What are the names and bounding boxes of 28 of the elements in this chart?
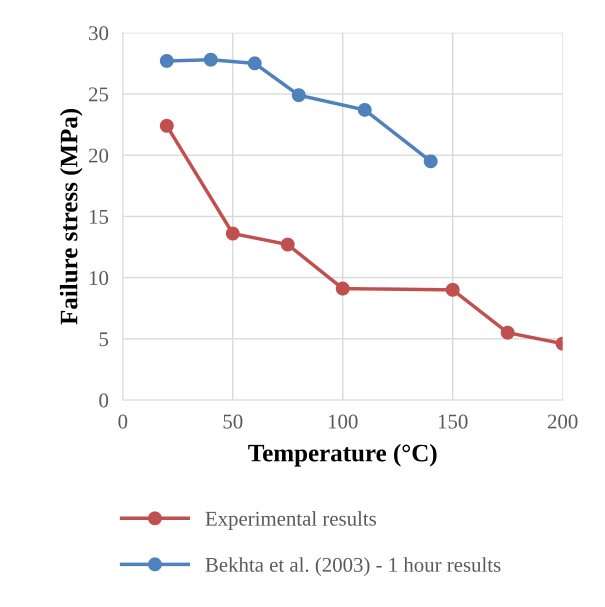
point [226, 226, 240, 240]
x-axis-title: Temperature (°C) [248, 444, 437, 467]
point [500, 326, 515, 340]
point [204, 52, 218, 67]
y-axis-title: Failure stress (MPa) [60, 108, 83, 325]
x-tick-label: 0 [118, 414, 128, 429]
legend-label: Experimental results [206, 511, 376, 530]
point [446, 282, 460, 297]
point [160, 118, 174, 133]
y-tick-label: 0 [99, 393, 108, 408]
point [336, 282, 350, 296]
x-tick-label: 50 [224, 414, 242, 429]
y-tick-label: 25 [89, 87, 108, 102]
y-tick-label: 15 [90, 210, 108, 224]
point [424, 154, 438, 168]
point [160, 54, 174, 68]
y-tick-label: 30 [89, 26, 108, 40]
point [248, 56, 262, 70]
y-tick-label: 10 [90, 270, 108, 286]
y-tick-label: 5 [100, 332, 108, 346]
point [292, 88, 306, 102]
legend-label: Bekhta et al. (2003) - 1 hour results [206, 557, 500, 576]
point [280, 238, 295, 252]
x-tick-label: 100 [328, 414, 358, 429]
y-tick-label: 20 [89, 148, 108, 163]
x-tick-label: 150 [438, 414, 468, 429]
x-tick-label: 200 [548, 414, 578, 429]
point [358, 102, 372, 117]
